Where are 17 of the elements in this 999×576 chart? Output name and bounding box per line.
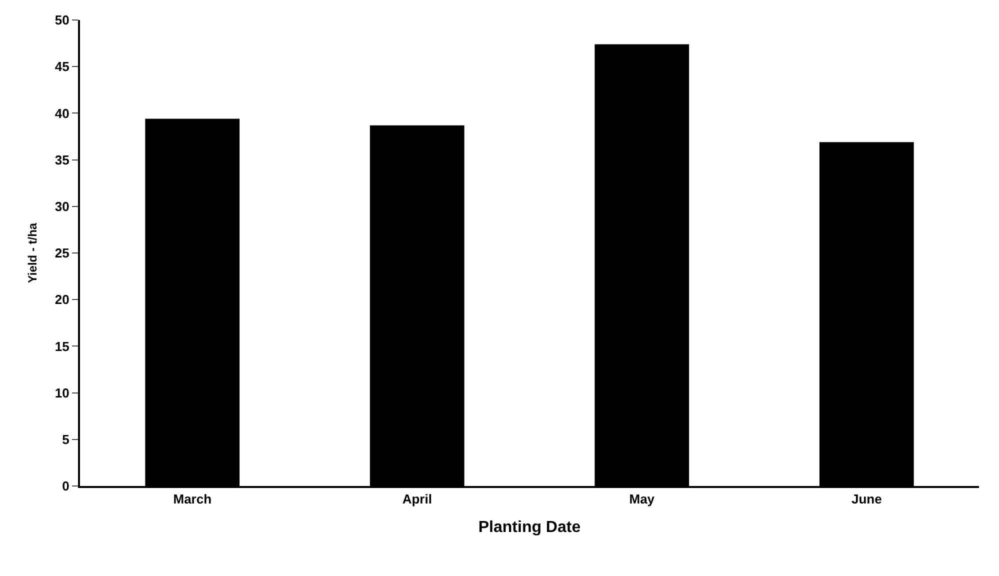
y-tick-label: 30 xyxy=(54,198,70,214)
y-tick-label: 20 xyxy=(54,292,70,308)
y-tick-label: 5 xyxy=(62,432,70,447)
y-tick-label: 15 xyxy=(54,338,70,354)
x-tick-label: June xyxy=(851,492,882,507)
x-axis-title: Planting Date xyxy=(478,518,581,536)
y-tick-label: 10 xyxy=(54,385,70,400)
y-tick-label: 0 xyxy=(62,478,70,494)
y-tick-label: 35 xyxy=(54,152,70,168)
x-tick-label: March xyxy=(173,492,212,507)
y-axis-title: Yield - t/ha xyxy=(26,222,40,284)
y-tick-label: 50 xyxy=(54,12,70,28)
y-tick-label: 40 xyxy=(54,106,70,121)
x-tick-label: May xyxy=(629,492,656,507)
x-tick-label: April xyxy=(402,492,432,507)
y-tick-label: 45 xyxy=(54,59,70,74)
y-tick-label: 25 xyxy=(54,246,70,261)
